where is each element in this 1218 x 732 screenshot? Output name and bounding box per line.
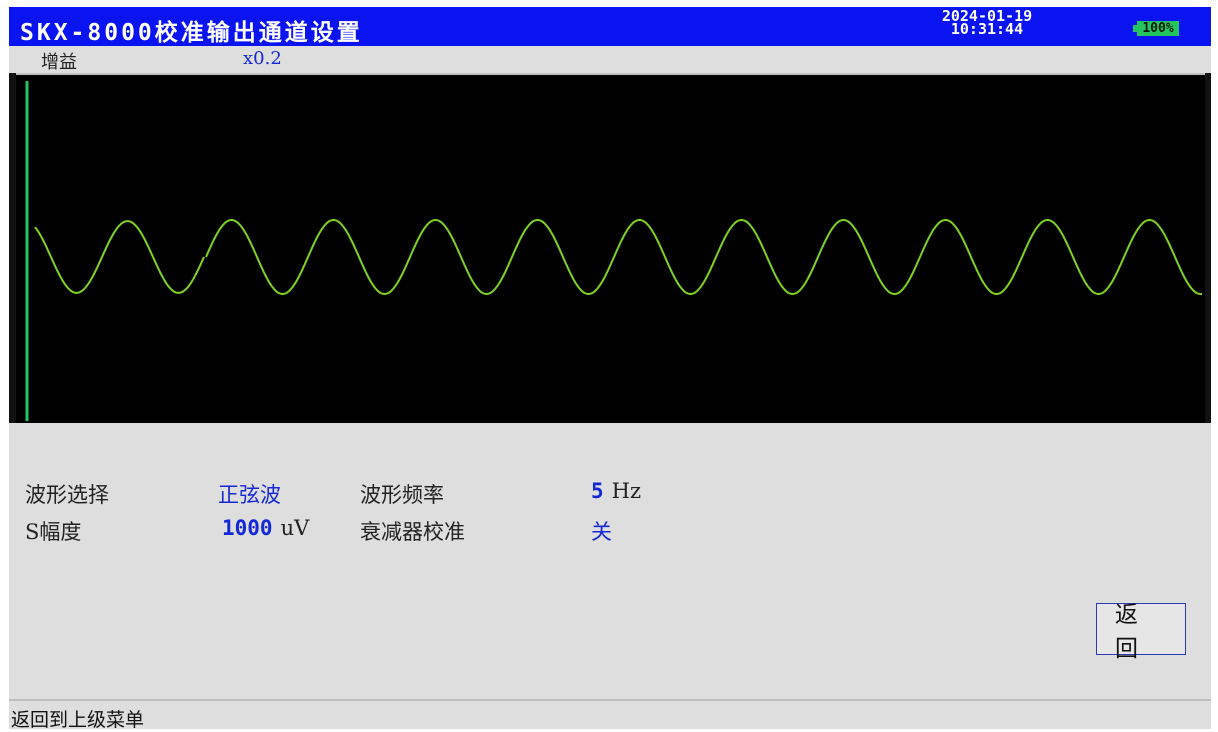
battery-indicator: 100%	[1137, 21, 1179, 36]
return-button[interactable]: 返回	[1096, 602, 1186, 662]
gain-bar: 增益 x0.2	[9, 46, 1211, 73]
battery-icon	[1133, 25, 1137, 32]
datetime-display: 2024-01-19 10:31:44	[922, 7, 1052, 38]
attenuator-value[interactable]: 关	[591, 520, 612, 544]
date-text: 2024-01-19	[941, 7, 1033, 25]
page-title: SKX-8000校准输出通道设置	[20, 20, 363, 46]
gain-label: 增益	[41, 52, 77, 73]
amplitude-field[interactable]: 1000 uV	[222, 516, 309, 540]
frequency-unit: Hz	[611, 479, 642, 503]
frequency-value: 5	[591, 479, 604, 503]
waveform-trace-segment-2	[205, 219, 1203, 295]
title-bar: SKX-8000校准输出通道设置 2024-01-19 10:31:44 100…	[9, 7, 1211, 46]
frequency-field[interactable]: 5 Hz	[591, 479, 641, 503]
gain-value[interactable]: x0.2	[243, 48, 282, 69]
device-screen: SKX-8000校准输出通道设置 2024-01-19 10:31:44 100…	[9, 7, 1211, 731]
attenuator-label: 衰减器校准	[360, 520, 465, 544]
waveform-label: 波形选择	[25, 483, 109, 507]
waveform-display	[16, 73, 1205, 423]
frequency-label: 波形频率	[360, 483, 444, 507]
settings-panel: 波形选择 正弦波 波形频率 5 Hz S幅度 1000 uV 衰减器校准 关 返回	[9, 423, 1211, 699]
status-hint: 返回到上级菜单	[11, 709, 145, 731]
waveform-svg	[25, 81, 1203, 421]
time-text: 10:31:44	[950, 20, 1024, 38]
amplitude-unit: uV	[280, 516, 310, 540]
status-bar: 返回到上级菜单	[9, 699, 1211, 731]
waveform-trace-segment-1	[34, 220, 205, 294]
waveform-value[interactable]: 正弦波	[218, 483, 281, 507]
amplitude-value: 1000	[222, 516, 273, 540]
amplitude-label: S幅度	[25, 520, 82, 544]
